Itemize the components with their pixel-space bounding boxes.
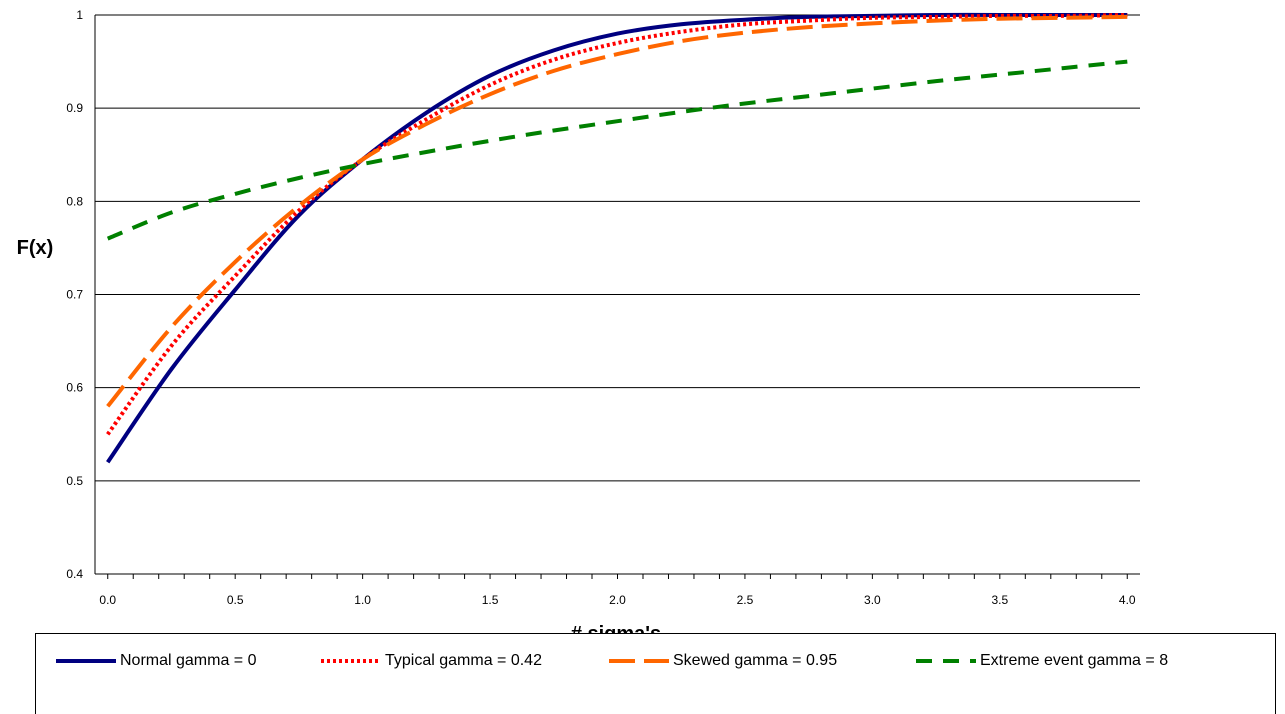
series-lines (108, 15, 1128, 462)
series-line-1 (108, 15, 1128, 434)
x-axis-title: # sigma's (571, 623, 661, 633)
x-tick-label: 0.0 (99, 593, 116, 607)
y-tick-label: 0.8 (66, 194, 83, 208)
y-tick-label: 0.7 (66, 288, 83, 302)
x-tick-label: 3.5 (991, 593, 1008, 607)
y-tick-label: 1 (76, 8, 83, 22)
grid-lines (95, 15, 1140, 574)
legend-swatch-typical (321, 650, 385, 672)
legend-swatch-skewed (609, 650, 673, 672)
legend-item-extreme: Extreme event gamma = 8 (916, 650, 1168, 672)
x-tick-label: 2.5 (737, 593, 754, 607)
y-tick-label: 0.4 (66, 567, 83, 581)
y-axis-title: F(x) (17, 237, 54, 259)
x-tick-label: 0.5 (227, 593, 244, 607)
x-tick-label: 2.0 (609, 593, 626, 607)
y-tick-label: 0.5 (66, 474, 83, 488)
x-tick-label: 1.5 (482, 593, 499, 607)
legend-label-extreme: Extreme event gamma = 8 (980, 652, 1168, 670)
legend-label-skewed: Skewed gamma = 0.95 (673, 652, 837, 670)
axes (95, 15, 1140, 579)
y-tick-label: 0.6 (66, 381, 83, 395)
y-tick-label: 0.9 (66, 101, 83, 115)
legend-label-typical: Typical gamma = 0.42 (385, 652, 542, 670)
legend: Normal gamma = 0 Typical gamma = 0.42 Sk… (35, 633, 1276, 714)
legend-swatch-normal (56, 650, 120, 672)
x-tick-label: 3.0 (864, 593, 881, 607)
x-tick-label: 4.0 (1119, 593, 1136, 607)
series-line-3 (108, 62, 1128, 239)
x-tick-label: 1.0 (354, 593, 371, 607)
legend-label-normal: Normal gamma = 0 (120, 652, 257, 670)
legend-item-typical: Typical gamma = 0.42 (321, 650, 542, 672)
tick-labels: 0.4 0.5 0.6 0.7 0.8 0.9 1 0.0 0.5 1.0 1.5 2.0 2.5 3.0… (66, 8, 1136, 607)
legend-swatch-extreme (916, 650, 980, 672)
legend-item-skewed: Skewed gamma = 0.95 (609, 650, 837, 672)
legend-item-normal: Normal gamma = 0 (56, 650, 257, 672)
series-line-2 (108, 17, 1128, 406)
chart: 0.4 0.5 0.6 0.7 0.8 0.9 1 0.0 0.5 1.0 1.5 2.0 2.5 3.0… (0, 0, 1285, 633)
